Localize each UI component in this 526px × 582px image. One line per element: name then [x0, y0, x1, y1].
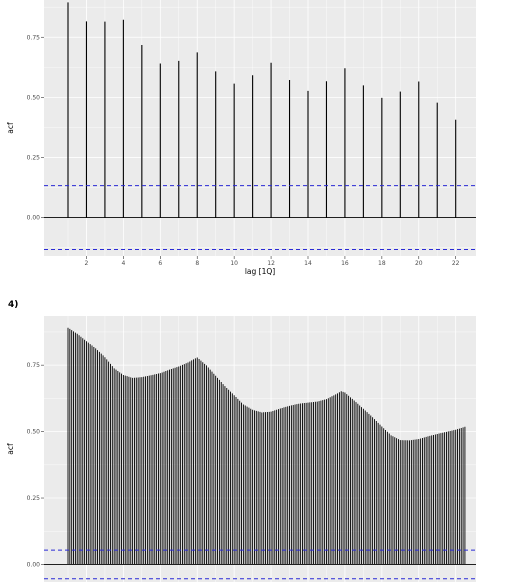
x-tick-label: 8 — [195, 260, 199, 267]
y-tick-label: 0.75 — [27, 34, 41, 41]
x-tick-label: 4 — [121, 260, 125, 267]
y-tick-label: 0.25 — [27, 495, 41, 502]
y-tick-label: 0.50 — [27, 94, 41, 101]
acf-chart-quarterly: 0.000.250.500.75 2 4 6 8 10 12 14 16 18 20 22 acf … — [6, 0, 476, 276]
y-tick-label: 0.25 — [27, 154, 41, 161]
y-tick-label: 0.50 — [27, 429, 41, 436]
acf-bars — [67, 2, 457, 218]
y-axis-title: acf — [6, 443, 15, 455]
x-tick-label: 10 — [230, 260, 238, 267]
x-tick-label: 22 — [452, 260, 460, 267]
x-tick-label: 20 — [415, 260, 423, 267]
plot-panel — [44, 0, 476, 256]
x-axis-title: lag [1Q] — [245, 267, 275, 276]
y-axis: 0.00 0.25 0.50 0.75 — [27, 362, 44, 568]
y-tick-label: 0.00 — [27, 215, 41, 222]
x-axis: 2 4 6 8 10 12 14 16 18 20 22 — [85, 256, 460, 267]
x-tick-label: 2 — [85, 260, 89, 267]
x-tick-label: 14 — [304, 260, 312, 267]
x-tick-label: 18 — [378, 260, 386, 267]
y-tick-label: 0.75 — [27, 362, 41, 369]
panel-label: 4) — [8, 300, 18, 310]
y-tick-label: 0.00 — [27, 561, 41, 568]
acf-chart-fine-lags: 0.00 0.25 0.50 0.75 acf — [6, 316, 476, 582]
y-axis-title: acf — [6, 122, 15, 134]
y-axis: 0.00 0.25 0.50 0.75 — [27, 34, 44, 222]
x-tick-label: 16 — [341, 260, 349, 267]
acf-bars — [67, 327, 466, 565]
x-tick-label: 12 — [267, 260, 275, 267]
x-tick-label: 6 — [158, 260, 162, 267]
